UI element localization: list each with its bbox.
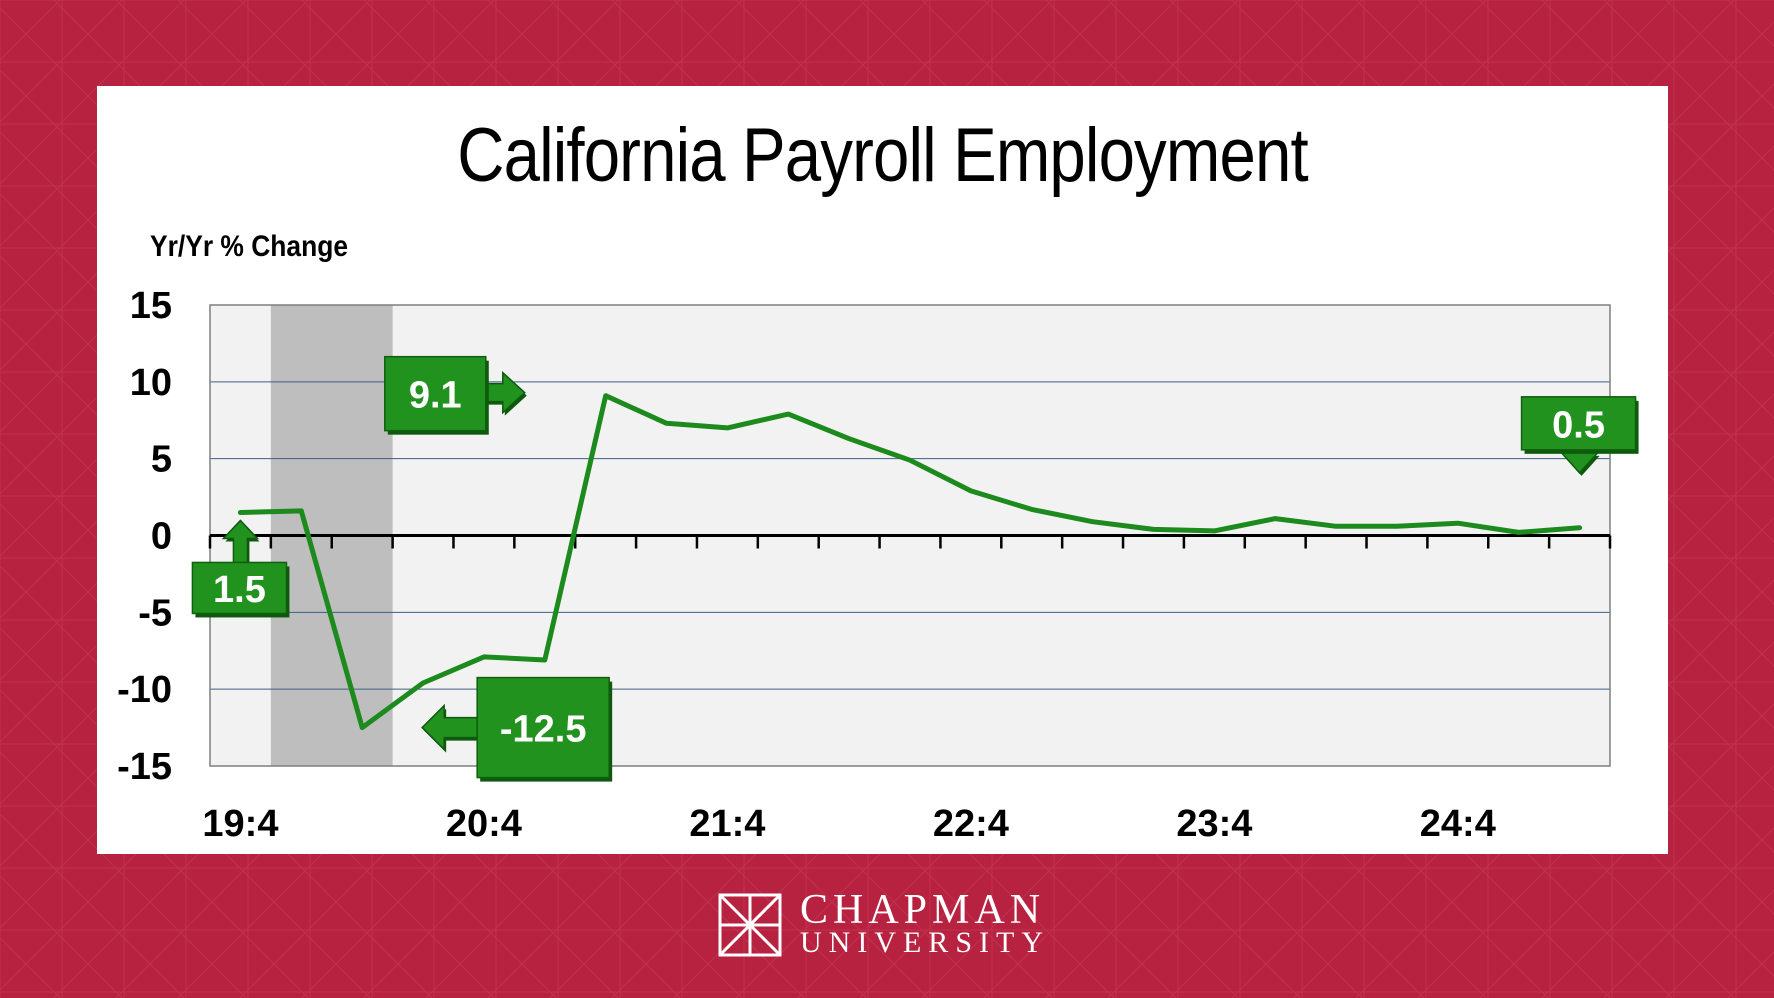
y-tick-label: 15 [130,285,172,327]
chapman-window-logo-icon [718,893,782,957]
y-tick-label: 5 [151,439,172,481]
chart-title: California Payroll Employment [457,113,1308,198]
logo-subtitle: UNIVERSITY [800,926,1050,959]
y-tick-label: -10 [117,669,172,711]
callout-label: 9.1 [409,375,462,417]
x-tick-label: 23:4 [1176,803,1252,845]
x-tick-label: 22:4 [933,803,1009,845]
y-tick-label: -15 [117,746,172,788]
series-line [237,393,1583,731]
callout-label: 0.5 [1552,404,1605,446]
annotations: 1.5 -12.5 9.1 0.5 [191,355,1639,782]
callout-box [1520,396,1637,451]
callout-label: 1.5 [213,569,266,611]
line-chart: 15 10 5 0 -5 -10 -15 19:4 20:4 21:4 22:4 23:4 24:4 1.… [117,285,1639,845]
y-axis-label: Yr/Yr % Change [150,230,349,263]
y-tick-label: 10 [130,362,172,404]
y-tick-label: -5 [138,592,172,634]
y-tick-label: 0 [151,516,172,558]
x-tick-label: 24:4 [1420,803,1496,845]
logo-name: CHAPMAN [800,887,1046,933]
x-tick-label: 20:4 [446,803,522,845]
callout-box [476,676,610,779]
x-tick-label: 19:4 [202,803,278,845]
callout-label: -12.5 [500,709,587,751]
x-tick-label: 21:4 [689,803,765,845]
callout-box [191,561,288,615]
callout-box [384,355,487,432]
